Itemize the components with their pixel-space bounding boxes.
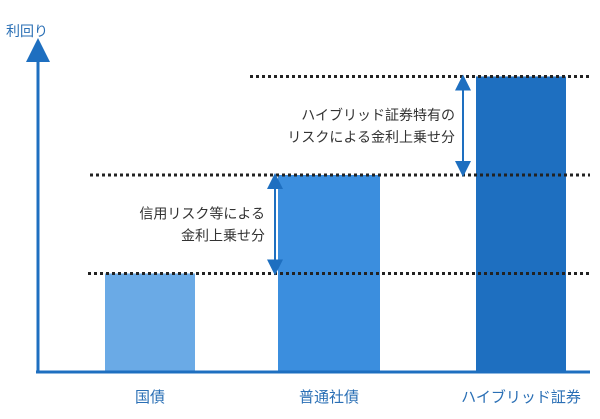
x-tick-label: 普通社債 bbox=[299, 388, 359, 406]
annotation-text: 金利上乗せ分 bbox=[181, 228, 265, 244]
y-axis-label: 利回り bbox=[6, 24, 48, 40]
bar-3 bbox=[476, 76, 566, 371]
bar-1 bbox=[105, 273, 195, 371]
annotation-text: ハイブリッド証券特有の bbox=[301, 107, 455, 124]
x-tick-label: 国債 bbox=[135, 388, 165, 406]
annotation-text: リスクによる金利上乗せ分 bbox=[287, 130, 455, 146]
x-tick-label: ハイブリッド証券 bbox=[461, 388, 581, 406]
annotation-text: 信用リスク等による bbox=[139, 205, 265, 222]
